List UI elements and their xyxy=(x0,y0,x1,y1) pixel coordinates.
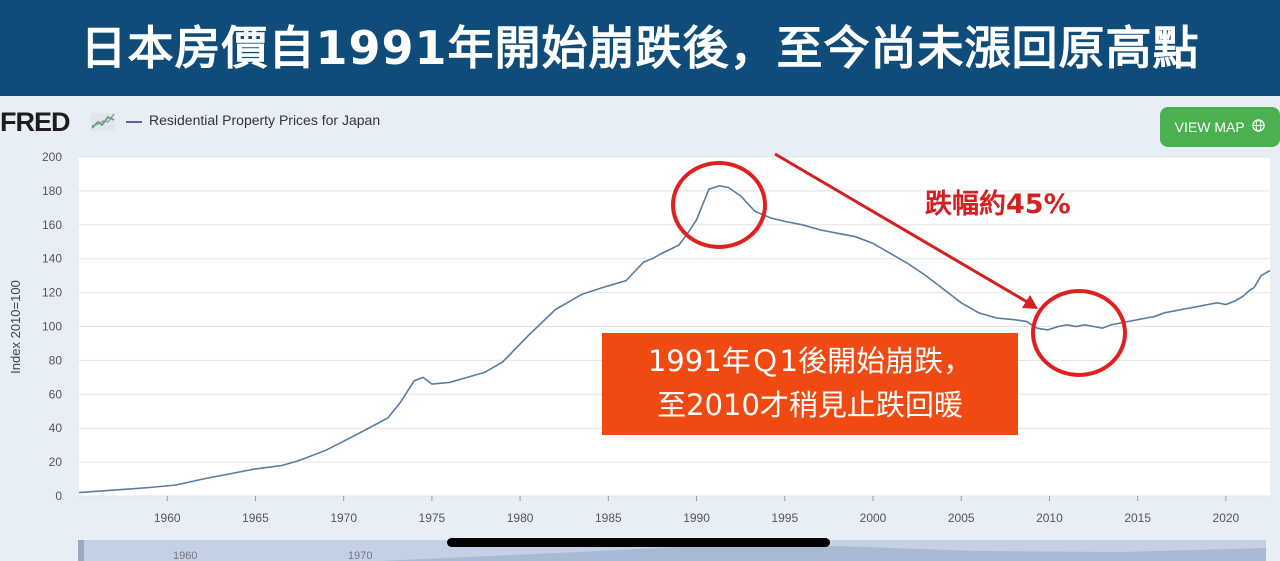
x-tick-label: 1980 xyxy=(507,511,534,525)
banner-title: 日本房價自1991年開始崩跌後，至今尚未漲回原高點 xyxy=(80,21,1200,75)
y-tick-label: 20 xyxy=(49,455,63,469)
y-tick-label: 80 xyxy=(49,353,63,367)
x-tick-label: 1970 xyxy=(330,511,357,525)
y-tick-label: 60 xyxy=(49,387,63,401)
legend-label: Residential Property Prices for Japan xyxy=(149,112,381,128)
view-map-label: VIEW MAP xyxy=(1174,119,1245,135)
decline-arrowhead xyxy=(1022,295,1038,309)
navigator-label-1970: 1970 xyxy=(348,550,372,561)
x-tick-label: 1975 xyxy=(419,511,446,525)
x-tick-label: 2010 xyxy=(1036,511,1063,525)
decline-percentage-label: 跌幅約45% xyxy=(925,189,1071,220)
x-tick-label: 2015 xyxy=(1124,511,1151,525)
y-axis-label: Index 2010=100 xyxy=(8,280,23,374)
y-tick-label: 40 xyxy=(49,421,63,435)
decline-arrow xyxy=(774,152,1030,305)
globe-icon xyxy=(1252,107,1266,147)
note-line-1: 1991年Ｑ1後開始崩跌， xyxy=(647,344,973,378)
navigator-left-handle[interactable] xyxy=(78,540,84,561)
x-tick-label: 2020 xyxy=(1213,511,1240,525)
x-tick-label: 2005 xyxy=(948,511,975,525)
y-tick-label: 120 xyxy=(42,286,62,300)
title-banner xyxy=(0,0,1280,96)
x-tick-label: 2000 xyxy=(860,511,887,525)
x-tick-label: 1965 xyxy=(242,511,269,525)
y-tick-label: 180 xyxy=(42,184,62,198)
trough-highlight-circle xyxy=(1031,289,1127,377)
y-tick-label: 200 xyxy=(42,150,62,164)
home-indicator[interactable] xyxy=(447,538,830,547)
legend-swatch xyxy=(126,121,142,123)
y-tick-label: 100 xyxy=(42,320,62,334)
annotation-note-box: 1991年Ｑ1後開始崩跌， 至2010才稍見止跌回暖 xyxy=(602,333,1018,435)
x-tick-label: 1995 xyxy=(771,511,798,525)
range-navigator[interactable]: 1960 1970 xyxy=(78,540,1266,561)
y-tick-label: 160 xyxy=(42,218,62,232)
x-tick-label: 1985 xyxy=(595,511,622,525)
fred-sparkline-icon xyxy=(91,113,115,131)
peak-highlight-circle xyxy=(671,161,767,249)
y-tick-label: 0 xyxy=(55,489,62,503)
x-tick-label: 1990 xyxy=(683,511,710,525)
fred-logo[interactable]: FRED xyxy=(0,107,70,137)
x-tick-label: 1960 xyxy=(154,511,181,525)
navigator-area xyxy=(378,545,1266,561)
y-tick-label: 140 xyxy=(42,252,62,266)
series-line xyxy=(78,184,1271,494)
navigator-label-1960: 1960 xyxy=(173,550,197,561)
view-map-button[interactable]: VIEW MAP xyxy=(1160,107,1280,147)
note-line-2: 至2010才稍見止跌回暖 xyxy=(657,388,963,422)
